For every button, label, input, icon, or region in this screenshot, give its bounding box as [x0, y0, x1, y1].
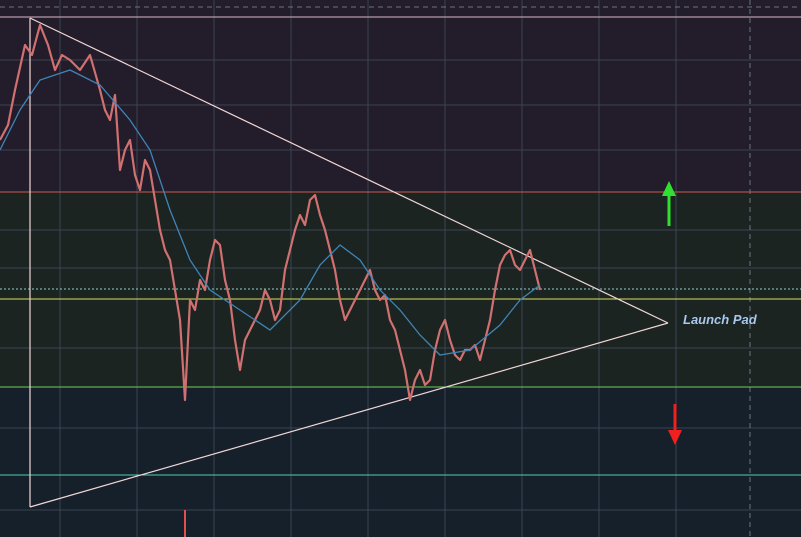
annotation-label: Launch Pad — [683, 312, 758, 327]
lower-zone — [0, 387, 801, 537]
bullish-arrow — [662, 181, 676, 226]
moving-average — [0, 69, 541, 356]
bearish-arrow — [668, 404, 682, 445]
triangle — [29, 17, 669, 508]
price-action — [0, 23, 542, 402]
